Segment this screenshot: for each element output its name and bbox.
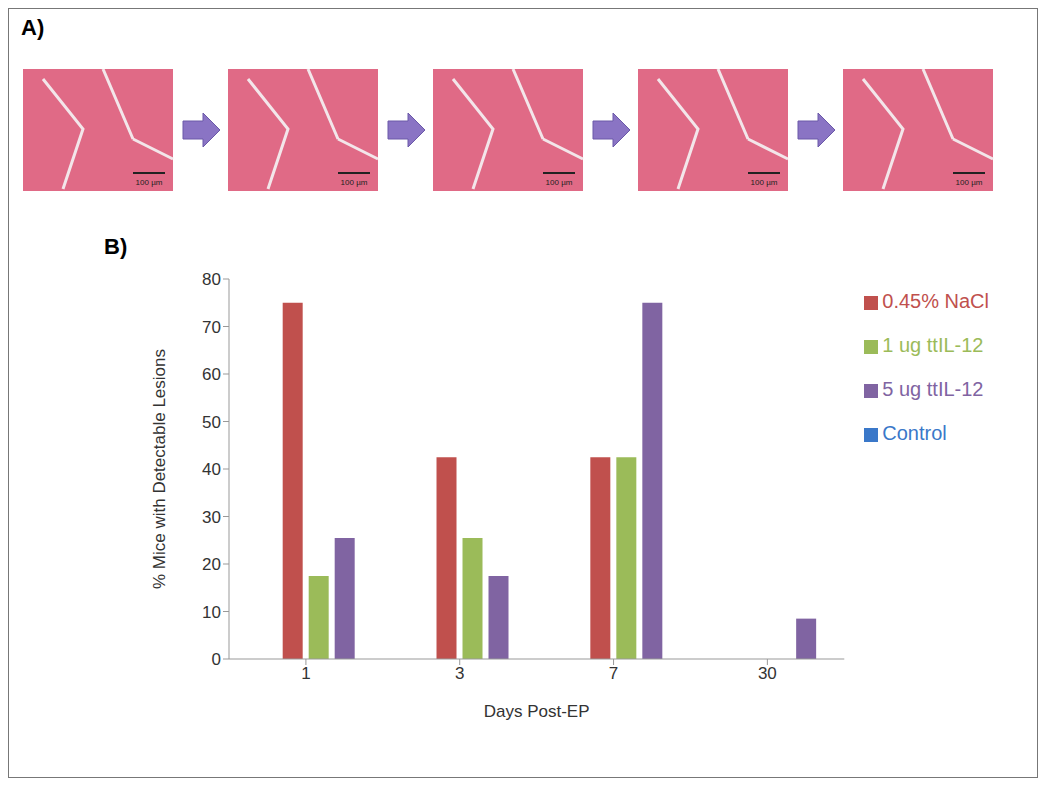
svg-text:3: 3 <box>455 664 464 683</box>
html-text:Control: Control <box>882 422 947 444</box>
svg-text:7: 7 <box>609 664 618 683</box>
svg-text:100 µm: 100 µm <box>751 178 778 187</box>
svg-text:30: 30 <box>202 508 221 527</box>
svg-text:70: 70 <box>202 318 221 337</box>
svg-text:1: 1 <box>301 664 310 683</box>
svg-text:Days Post-EP: Days Post-EP <box>484 702 590 721</box>
svg-text:100 µm: 100 µm <box>341 178 368 187</box>
svg-text:% Mice with Detectable Lesions: % Mice with Detectable Lesions <box>150 349 169 589</box>
html-text:B): B) <box>104 234 128 259</box>
svg-text:50: 50 <box>202 413 221 432</box>
html-text:5 ug ttIL-12: 5 ug ttIL-12 <box>882 378 984 400</box>
svg-text:80: 80 <box>202 270 221 289</box>
svg-text:100 µm: 100 µm <box>546 178 573 187</box>
svg-text:100 µm: 100 µm <box>956 178 983 187</box>
svg-text:60: 60 <box>202 365 221 384</box>
svg-text:10: 10 <box>202 603 221 622</box>
html-text:1 ug ttIL-12: 1 ug ttIL-12 <box>882 334 984 356</box>
html-text:A): A) <box>21 15 45 40</box>
svg-text:0: 0 <box>212 650 221 669</box>
svg-text:20: 20 <box>202 555 221 574</box>
svg-text:100 µm: 100 µm <box>136 178 163 187</box>
svg-text:40: 40 <box>202 460 221 479</box>
svg-text:30: 30 <box>758 664 777 683</box>
html-text:0.45% NaCl: 0.45% NaCl <box>882 290 989 312</box>
